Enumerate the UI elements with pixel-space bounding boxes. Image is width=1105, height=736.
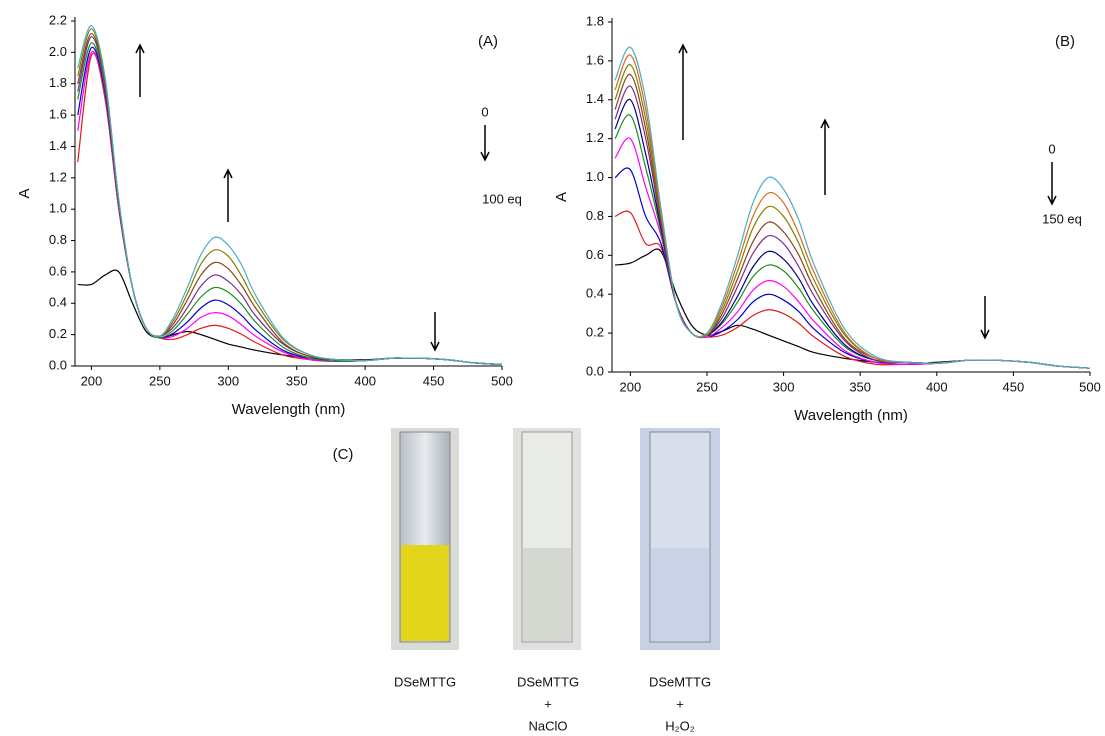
arrow-down xyxy=(980,296,990,340)
arrow-down xyxy=(430,312,440,352)
y-tick-label: 1.4 xyxy=(586,91,604,106)
arrow-up xyxy=(223,168,233,222)
panel-label: (A) xyxy=(478,33,498,50)
y-tick-label: 0.4 xyxy=(586,286,604,301)
arrow-down xyxy=(480,125,490,162)
panel-label: (B) xyxy=(1055,33,1075,50)
x-tick-label: 350 xyxy=(849,379,871,394)
x-tick-label: 250 xyxy=(149,373,171,388)
spectrum-line xyxy=(614,210,1091,369)
y-tick-label: 0.8 xyxy=(586,208,604,223)
arrow-up xyxy=(678,43,688,140)
x-tick-label: 350 xyxy=(286,373,308,388)
y-tick-label: 1.0 xyxy=(49,201,67,216)
y-tick-label: 1.6 xyxy=(586,52,604,67)
annotation: 0 xyxy=(481,104,488,119)
y-axis-label: A xyxy=(553,192,570,202)
y-tick-label: 1.2 xyxy=(49,169,67,184)
y-tick-label: 1.8 xyxy=(586,13,604,28)
cuvette-photos xyxy=(391,428,720,650)
x-tick-label: 400 xyxy=(926,379,948,394)
arrows xyxy=(135,43,1057,352)
y-tick-label: 0.2 xyxy=(49,326,67,341)
x-tick-label: 300 xyxy=(217,373,239,388)
spectrum-line xyxy=(614,46,1091,369)
solution xyxy=(651,548,709,641)
spectrum-line xyxy=(77,32,503,366)
annotation: 0 xyxy=(1048,141,1055,156)
y-tick-label: 0.0 xyxy=(586,363,604,378)
spectrum-line xyxy=(614,114,1091,369)
x-tick-label: 200 xyxy=(81,373,103,388)
solution xyxy=(523,548,571,641)
panel-label: (C) xyxy=(333,446,354,463)
x-tick-label: 500 xyxy=(491,373,513,388)
x-tick-label: 200 xyxy=(620,379,642,394)
y-tick-label: 0.0 xyxy=(49,357,67,372)
x-tick-label: 250 xyxy=(696,379,718,394)
arrow-down xyxy=(1047,162,1057,206)
spectrum-line xyxy=(614,167,1091,369)
sample-label: + xyxy=(544,696,552,711)
x-tick-label: 450 xyxy=(1003,379,1025,394)
y-tick-label: 2.0 xyxy=(49,44,67,59)
y-tick-label: 2.2 xyxy=(49,12,67,27)
spectrum-line xyxy=(77,36,503,366)
spectrum-line xyxy=(614,54,1091,369)
x-tick-label: 300 xyxy=(773,379,795,394)
solution xyxy=(401,545,449,641)
y-tick-label: 0.6 xyxy=(49,263,67,278)
spectrum-line xyxy=(614,137,1091,369)
y-tick-label: 1.6 xyxy=(49,107,67,122)
x-tick-label: 500 xyxy=(1079,379,1101,394)
y-tick-label: 0.2 xyxy=(586,325,604,340)
arrow-up xyxy=(135,43,145,97)
x-tick-label: 450 xyxy=(423,373,445,388)
x-axis-label: Wavelength (nm) xyxy=(232,401,346,418)
y-tick-label: 1.4 xyxy=(49,138,67,153)
y-tick-label: 1.8 xyxy=(49,75,67,90)
y-tick-label: 1.2 xyxy=(586,130,604,145)
arrow-up xyxy=(820,118,830,195)
sample-label: + xyxy=(676,696,684,711)
y-tick-label: 0.4 xyxy=(49,295,67,310)
y-tick-label: 1.0 xyxy=(586,169,604,184)
y-tick-label: 0.8 xyxy=(49,232,67,247)
spectrum-line xyxy=(614,73,1091,369)
sample-label: NaClO xyxy=(528,718,567,733)
spectrum-line xyxy=(77,25,503,366)
spectrum-line xyxy=(77,28,503,366)
y-axis-label: A xyxy=(16,188,33,198)
annotation: 100 eq xyxy=(482,191,522,206)
y-tick-label: 0.6 xyxy=(586,247,604,262)
x-tick-label: 400 xyxy=(354,373,376,388)
sample-label: DSeMTTG xyxy=(649,674,711,689)
sample-label: H₂O₂ xyxy=(665,718,695,733)
sample-label: DSeMTTG xyxy=(394,674,456,689)
spectrum-line xyxy=(614,64,1091,369)
annotation: 150 eq xyxy=(1042,211,1082,226)
x-axis-label: Wavelength (nm) xyxy=(794,407,908,424)
sample-label: DSeMTTG xyxy=(517,674,579,689)
